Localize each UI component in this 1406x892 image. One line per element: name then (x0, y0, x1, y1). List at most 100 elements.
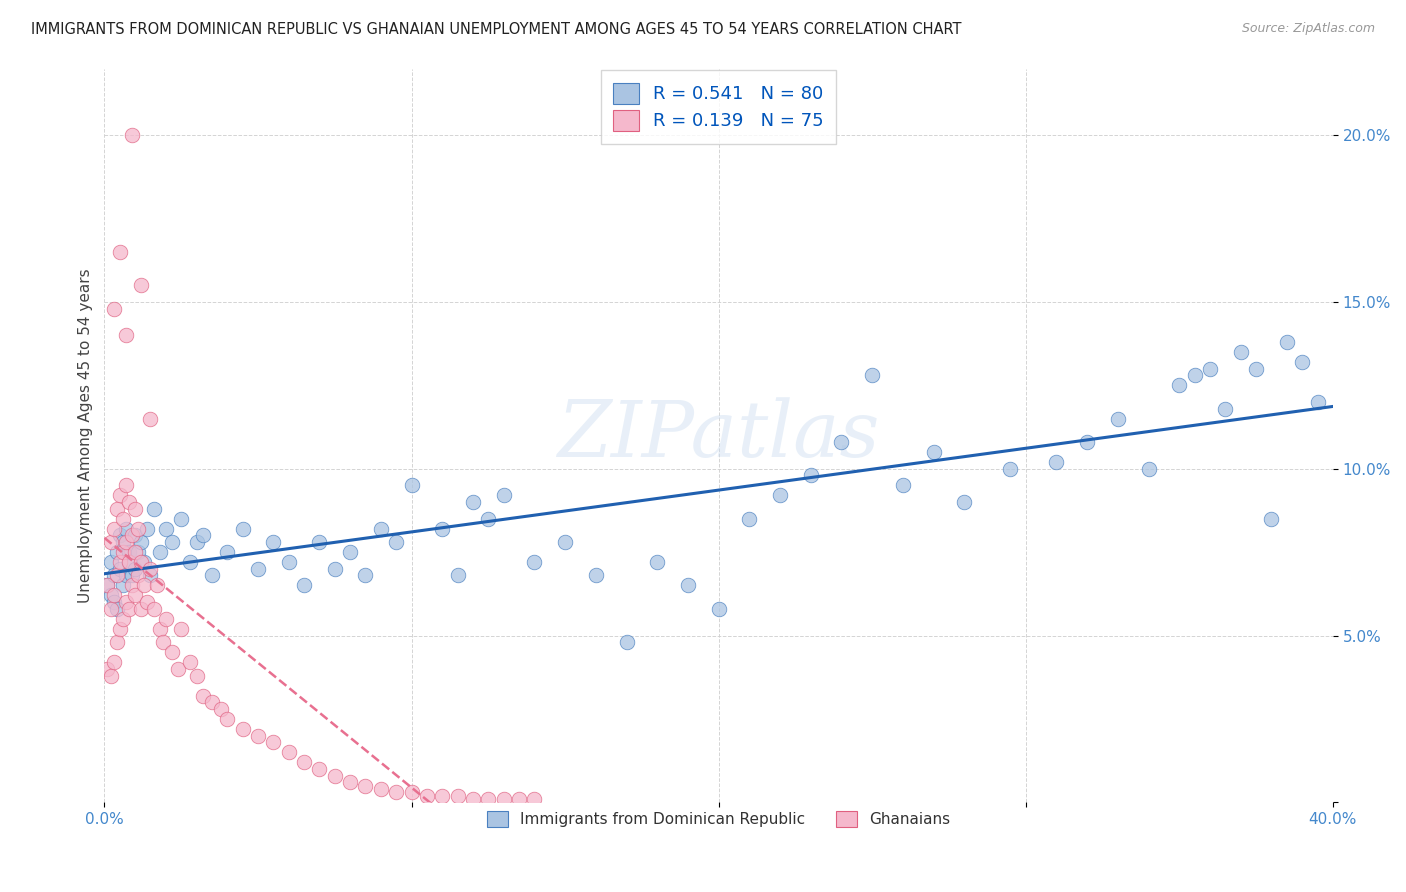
Point (461, 792, 484, 806)
Point (401, 478, 423, 492)
Point (111, 578, 134, 592)
Point (108, 562, 131, 576)
Point (105, 602, 128, 616)
Point (124, 501, 146, 516)
Point (103, 595, 125, 609)
Point (124, 528, 146, 542)
Point (103, 589, 125, 603)
Point (124, 589, 146, 603)
Point (105, 545, 128, 559)
Point (292, 578, 315, 592)
Point (860, 368, 883, 383)
Point (308, 762, 330, 776)
Point (118, 545, 141, 559)
Point (186, 535, 208, 549)
Point (922, 445, 945, 459)
Point (127, 545, 149, 559)
Point (142, 602, 165, 616)
Point (129, 602, 152, 616)
Point (191, 689, 214, 703)
Y-axis label: Unemployment Among Ages 45 to 54 years: Unemployment Among Ages 45 to 54 years (79, 268, 93, 603)
Point (115, 568, 138, 582)
Point (232, 722, 254, 736)
Point (179, 655, 201, 669)
Point (1168, 378, 1191, 392)
Point (201, 568, 224, 582)
Point (115, 328, 138, 343)
Point (385, 785, 408, 799)
Point (100, 668, 122, 682)
Point (129, 555, 152, 569)
Point (134, 555, 156, 569)
Point (186, 668, 208, 682)
Point (121, 578, 143, 592)
Point (1045, 455, 1067, 469)
Point (401, 785, 423, 799)
Point (100, 535, 122, 549)
Point (127, 568, 149, 582)
Point (170, 512, 193, 526)
Point (108, 488, 131, 502)
Point (209, 702, 232, 716)
Point (124, 545, 146, 559)
Point (354, 779, 377, 793)
Point (115, 595, 138, 609)
Point (1215, 401, 1237, 416)
Point (121, 128, 143, 143)
Point (129, 535, 152, 549)
Point (139, 411, 162, 425)
Point (1260, 512, 1282, 526)
Point (149, 622, 172, 636)
Point (155, 522, 177, 536)
Point (139, 562, 162, 576)
Point (191, 528, 214, 542)
Point (292, 756, 315, 770)
Point (277, 555, 299, 569)
Point (103, 301, 125, 316)
Point (1000, 461, 1022, 475)
Point (108, 244, 131, 259)
Point (118, 555, 141, 569)
Point (385, 535, 408, 549)
Point (370, 522, 392, 536)
Point (105, 568, 128, 582)
Point (103, 655, 125, 669)
Point (891, 478, 914, 492)
Point (246, 562, 269, 576)
Point (160, 645, 183, 659)
Point (1229, 345, 1251, 359)
Point (96, 578, 118, 592)
Point (262, 535, 284, 549)
Point (432, 522, 454, 536)
Point (118, 495, 141, 509)
Point (136, 522, 159, 536)
Point (160, 535, 183, 549)
Point (323, 562, 346, 576)
Point (416, 789, 439, 803)
Point (800, 468, 823, 483)
Point (111, 545, 134, 559)
Point (145, 578, 167, 592)
Point (354, 568, 377, 582)
Point (149, 545, 172, 559)
Text: ZIPatlas: ZIPatlas (557, 397, 880, 474)
Point (152, 635, 174, 649)
Point (339, 545, 361, 559)
Point (111, 612, 134, 626)
Point (127, 522, 149, 536)
Point (134, 578, 156, 592)
Point (738, 512, 761, 526)
Point (121, 528, 143, 542)
Point (118, 555, 141, 569)
Point (477, 512, 499, 526)
Point (100, 555, 122, 569)
Point (167, 662, 190, 676)
Point (170, 622, 193, 636)
Point (115, 478, 138, 492)
Point (232, 522, 254, 536)
Point (492, 488, 515, 502)
Point (1306, 395, 1329, 409)
Point (129, 278, 152, 293)
Point (446, 789, 468, 803)
Point (96, 662, 118, 676)
